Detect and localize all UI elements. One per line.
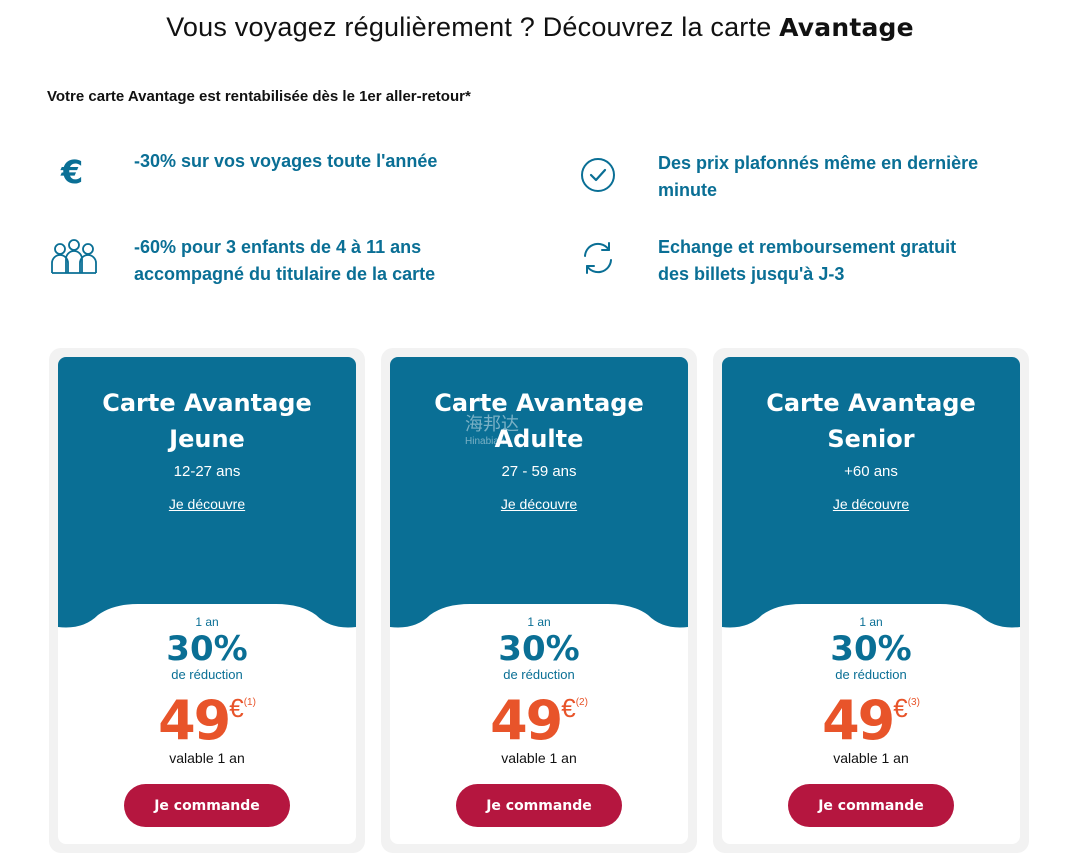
discount-label: de réduction (171, 667, 243, 682)
benefit-text: Des prix plafonnés même en dernière (658, 153, 979, 173)
benefit-children: -60% pour 3 enfants de 4 à 11 ans accomp… (46, 234, 435, 288)
discover-link[interactable]: Je découvre (168, 496, 246, 512)
svg-text:€: € (60, 154, 83, 188)
price: 49€(3) (822, 689, 920, 752)
price: 49€(2) (490, 689, 588, 752)
validity-label: valable 1 an (833, 750, 909, 766)
card-title: Carte Avantage Senior (766, 389, 976, 453)
group-people-icon (46, 234, 102, 280)
discover-link[interactable]: Je découvre (500, 496, 578, 512)
benefit-text: accompagné du titulaire de la carte (134, 264, 436, 284)
validity-label: valable 1 an (169, 750, 245, 766)
benefit-text: -60% pour 3 enfants de 4 à 11 ans (134, 237, 422, 257)
clock-check-icon (570, 150, 626, 196)
order-button[interactable]: Je commande (456, 784, 622, 827)
duration-label: 1 an (859, 615, 883, 629)
card-curve (722, 604, 1020, 660)
benefit-capped-prices: Des prix plafonnés même en dernière minu… (570, 150, 1038, 204)
discount-percent: 30% (830, 629, 912, 669)
page-title-bold: Avantage (779, 13, 914, 42)
benefit-text: -30% sur vos voyages toute l'année (134, 151, 438, 171)
discount-label: de réduction (835, 667, 907, 682)
duration-label: 1 an (195, 615, 219, 629)
validity-label: valable 1 an (501, 750, 577, 766)
euro-icon: € (46, 148, 102, 194)
card-age-range: 12-27 ans (173, 463, 241, 480)
benefit-discount: € -30% sur vos voyages toute l'année (46, 148, 437, 194)
page-title-text: Vous voyagez régulièrement ? Découvrez l… (166, 12, 780, 42)
page-subtitle: Votre carte Avantage est rentabilisée dè… (47, 88, 471, 105)
discount-percent: 30% (498, 629, 580, 669)
card-age-range: +60 ans (844, 463, 898, 480)
card-jeune: Carte Avantage Jeune 12-27 ans Je découvr… (49, 348, 365, 853)
card-age-range: 27 - 59 ans (501, 463, 577, 480)
order-button[interactable]: Je commande (788, 784, 954, 827)
discover-link[interactable]: Je découvre (832, 496, 910, 512)
exchange-arrows-icon (570, 234, 626, 280)
benefit-text: des billets jusqu'à J-3 (658, 264, 845, 284)
discount-label: de réduction (503, 667, 575, 682)
discount-percent: 30% (166, 629, 248, 669)
order-button[interactable]: Je commande (124, 784, 290, 827)
price: 49€(1) (158, 689, 256, 752)
duration-label: 1 an (527, 615, 551, 629)
card-title: Carte Avantage Jeune (102, 389, 312, 453)
page-title: Vous voyagez régulièrement ? Découvrez l… (0, 12, 1080, 43)
benefit-text: Echange et remboursement gratuit (658, 237, 957, 257)
card-senior: Carte Avantage Senior +60 ans Je découvre… (713, 348, 1029, 853)
card-curve (390, 604, 688, 660)
benefit-exchange: Echange et remboursement gratuit des bil… (570, 234, 956, 288)
card-adulte: Carte Avantage Adulte 27 - 59 ans Je déco… (381, 348, 697, 853)
card-curve (58, 604, 356, 660)
benefit-text: minute (658, 180, 718, 200)
card-title: Carte Avantage Adulte (434, 389, 644, 453)
